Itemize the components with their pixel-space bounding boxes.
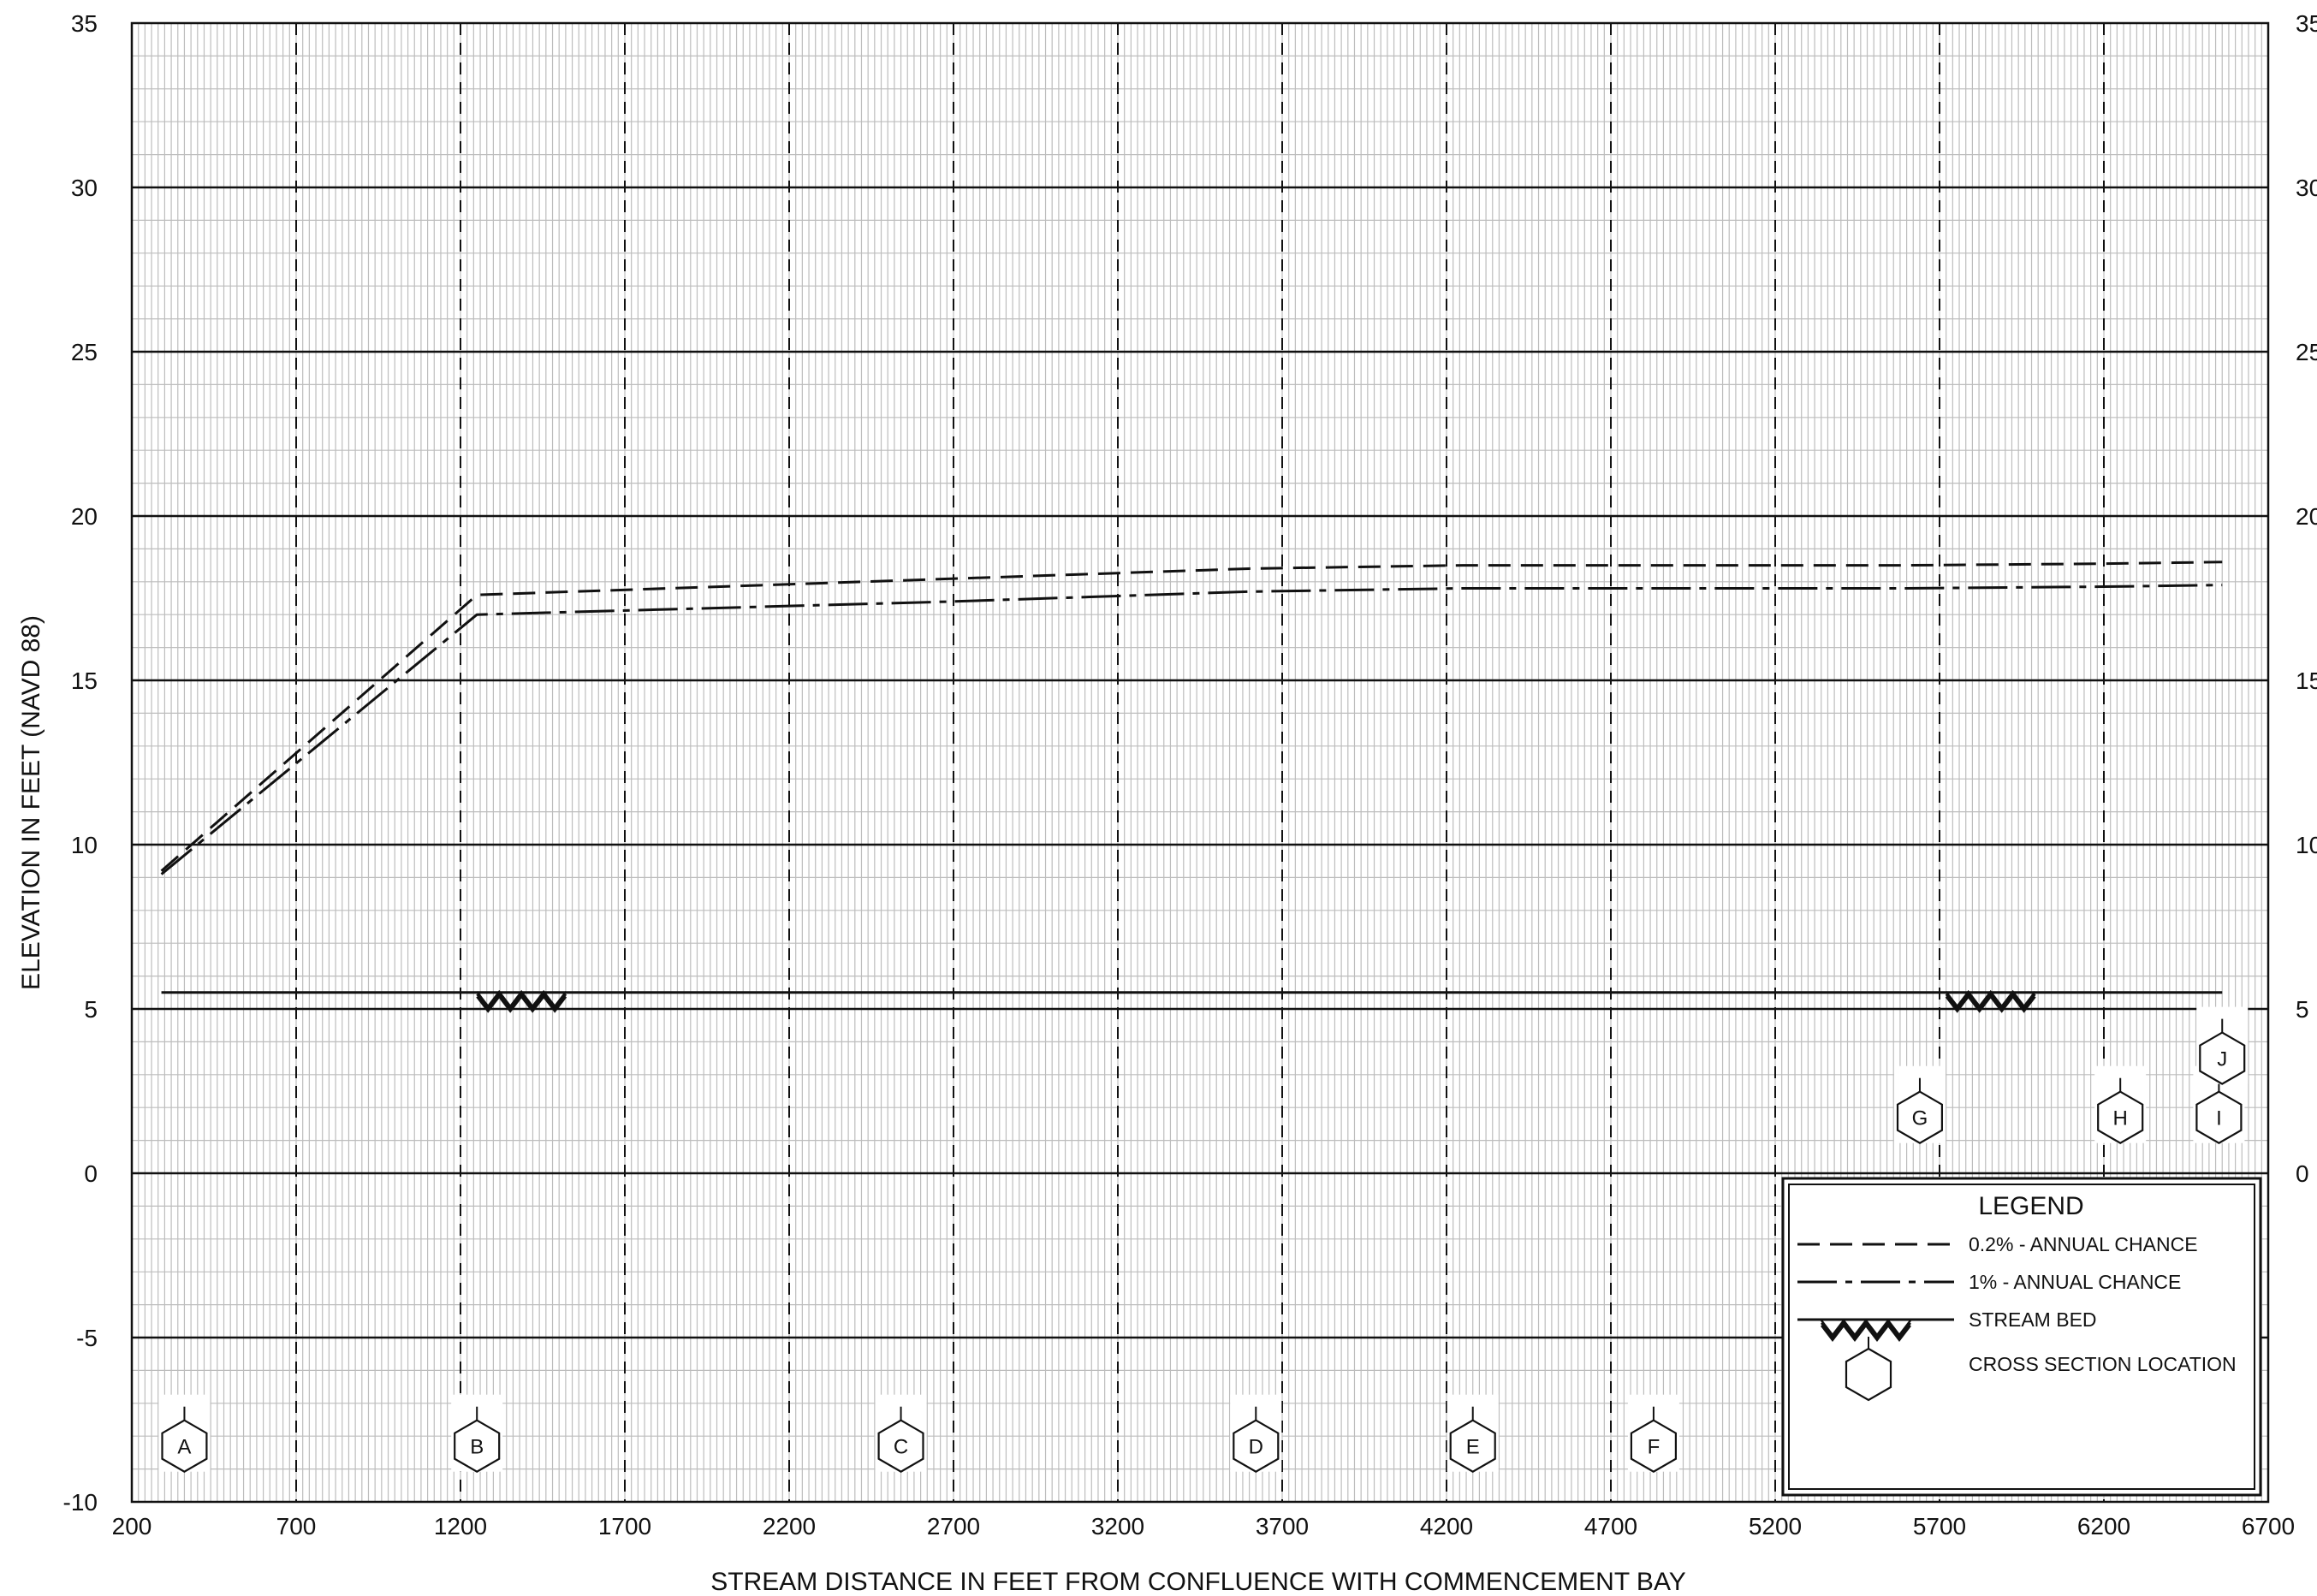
stream-bed-hatch [476,989,567,1013]
legend-item-dash-dot: 1% - ANNUAL CHANCE [1797,1271,2181,1293]
y-tick-label: -10 [63,1489,98,1516]
cross-section-marker-j: J [2196,1006,2249,1085]
cross-section-hexagon-icon [1233,1419,1280,1473]
x-axis-label: STREAM DISTANCE IN FEET FROM CONFLUENCE … [710,1568,1686,1596]
y-tick-label: 10 [71,832,98,858]
right-y-tick-label: 35 [2296,10,2317,37]
cross-section-marker-g: G [1893,1065,1946,1144]
right-y-tick-label: 10 [2296,832,2317,858]
y-tick-label: 5 [84,996,98,1023]
right-y-tick-label: 5 [2296,996,2309,1023]
legend-item-label: CROSS SECTION LOCATION [1969,1353,2237,1375]
stream-bed-hatch-line [1945,994,2036,1013]
cross-section-hexagon-icon [1845,1347,1892,1402]
x-tick-label: 5200 [1749,1513,1802,1540]
legend-item-stream-bed: STREAM BED [1797,1308,2097,1342]
cross-section-letter: A [177,1436,191,1459]
y-tick-label: 35 [71,10,98,37]
y-axis-label: ELEVATION IN FEET (NAVD 88) [17,615,45,990]
y-tick-label: 20 [71,503,98,530]
cross-section-letter: D [1249,1436,1263,1459]
x-tick-label: 2200 [763,1513,816,1540]
legend-item-label: 1% - ANNUAL CHANCE [1969,1271,2181,1293]
stream-bed-hatch [1945,989,2036,1013]
cross-section-hexagon-icon [1630,1419,1678,1473]
legend-item-hexagon: CROSS SECTION LOCATION [1845,1337,2237,1402]
stream-bed-hatch-line [476,992,567,1011]
tick-labels: 200 700 1200 1700 2200 2700 3200 3700 4200 4700 52… [63,10,2317,1540]
legend-box-inner [1788,1184,2255,1490]
legend-item-label: STREAM BED [1969,1308,2097,1331]
stream-bed-hatch-line [1821,1321,1911,1339]
cross-section-letter: C [894,1436,908,1459]
x-tick-label: 200 [112,1513,152,1540]
cross-section-letter: B [470,1436,484,1459]
cross-section-hexagon-icon [1896,1090,1943,1144]
y-tick-label: 25 [71,339,98,365]
cross-section-marker-f: F [1627,1394,1679,1473]
x-tick-label: 4200 [1420,1513,1473,1540]
cross-section-marker-a: A [158,1394,211,1473]
cross-section-hexagon-icon [454,1419,501,1473]
stream-bed-hatch-line [1945,992,2036,1011]
plot-frame [130,21,2270,1504]
cross-section-letter: F [1648,1436,1661,1459]
right-y-tick-label: 15 [2296,667,2317,694]
cross-section-hexagon-icon [2195,1090,2243,1144]
y-tick-label: -5 [76,1325,98,1351]
right-y-tick-label: 20 [2296,503,2317,530]
cross-section-hexagon-icon [161,1419,208,1473]
cross-section-marker-c: C [875,1394,927,1473]
cross-section-letter: H [2113,1107,2128,1130]
legend-stream-bed-hatch [1821,1319,1911,1342]
legend-item-label: 0.2% - ANNUAL CHANCE [1969,1233,2198,1255]
x-tick-label: 700 [276,1513,317,1540]
y-tick-label: 0 [84,1160,98,1187]
x-tick-label: 4700 [1584,1513,1637,1540]
cross-section-hexagon-icon [1449,1419,1496,1473]
series-line-dash-dot [160,584,2223,875]
legend-title: LEGEND [1978,1192,2083,1220]
legend: LEGEND 0.2% - ANNUAL CHANCE 1% - ANNUAL C… [1781,1177,2262,1497]
cross-section-letter: E [1466,1436,1480,1459]
stream-bed-hatch-line [1945,989,2036,1008]
x-tick-label: 1200 [434,1513,487,1540]
cross-section-letter: I [2216,1107,2222,1130]
right-y-tick-label: 0 [2296,1160,2309,1187]
y-tick-label: 30 [71,175,98,201]
right-y-tick-label: 25 [2296,339,2317,365]
x-tick-label: 5700 [1913,1513,1966,1540]
stream-bed-hatch-line [476,989,567,1008]
x-tick-label: 2700 [927,1513,980,1540]
x-tick-label: 6700 [2242,1513,2295,1540]
series-line-dashed [160,561,2223,872]
stream-bed-hatch-line [1821,1319,1911,1337]
cross-section-letter: J [2217,1048,2227,1071]
series-layer [160,561,2223,1013]
right-y-tick-label: 30 [2296,175,2317,201]
y-tick-label: 15 [71,667,98,694]
cross-section-marker-d: D [1230,1394,1282,1473]
x-tick-label: 6200 [2077,1513,2130,1540]
legend-box [1781,1177,2262,1497]
cross-section-hexagon-icon [877,1419,924,1473]
cross-section-marker-h: H [2094,1065,2147,1144]
x-tick-label: 3200 [1091,1513,1144,1540]
x-tick-label: 3700 [1256,1513,1309,1540]
x-tick-label: 1700 [598,1513,651,1540]
cross-section-marker-b: B [451,1394,503,1473]
cross-section-letter: G [1912,1107,1928,1130]
cross-section-hexagon-icon [2097,1090,2144,1144]
cross-section-markers: A B C D E F G H I J [158,1006,2249,1473]
stream-bed-hatch-line [1821,1324,1911,1342]
legend-item-dashed: 0.2% - ANNUAL CHANCE [1797,1233,2198,1255]
cross-section-marker-e: E [1447,1394,1499,1473]
cross-section-hexagon-icon [2199,1031,2246,1085]
stream-bed-hatch-line [476,994,567,1013]
legend-items: 0.2% - ANNUAL CHANCE 1% - ANNUAL CHANCE ST… [1797,1233,2237,1402]
